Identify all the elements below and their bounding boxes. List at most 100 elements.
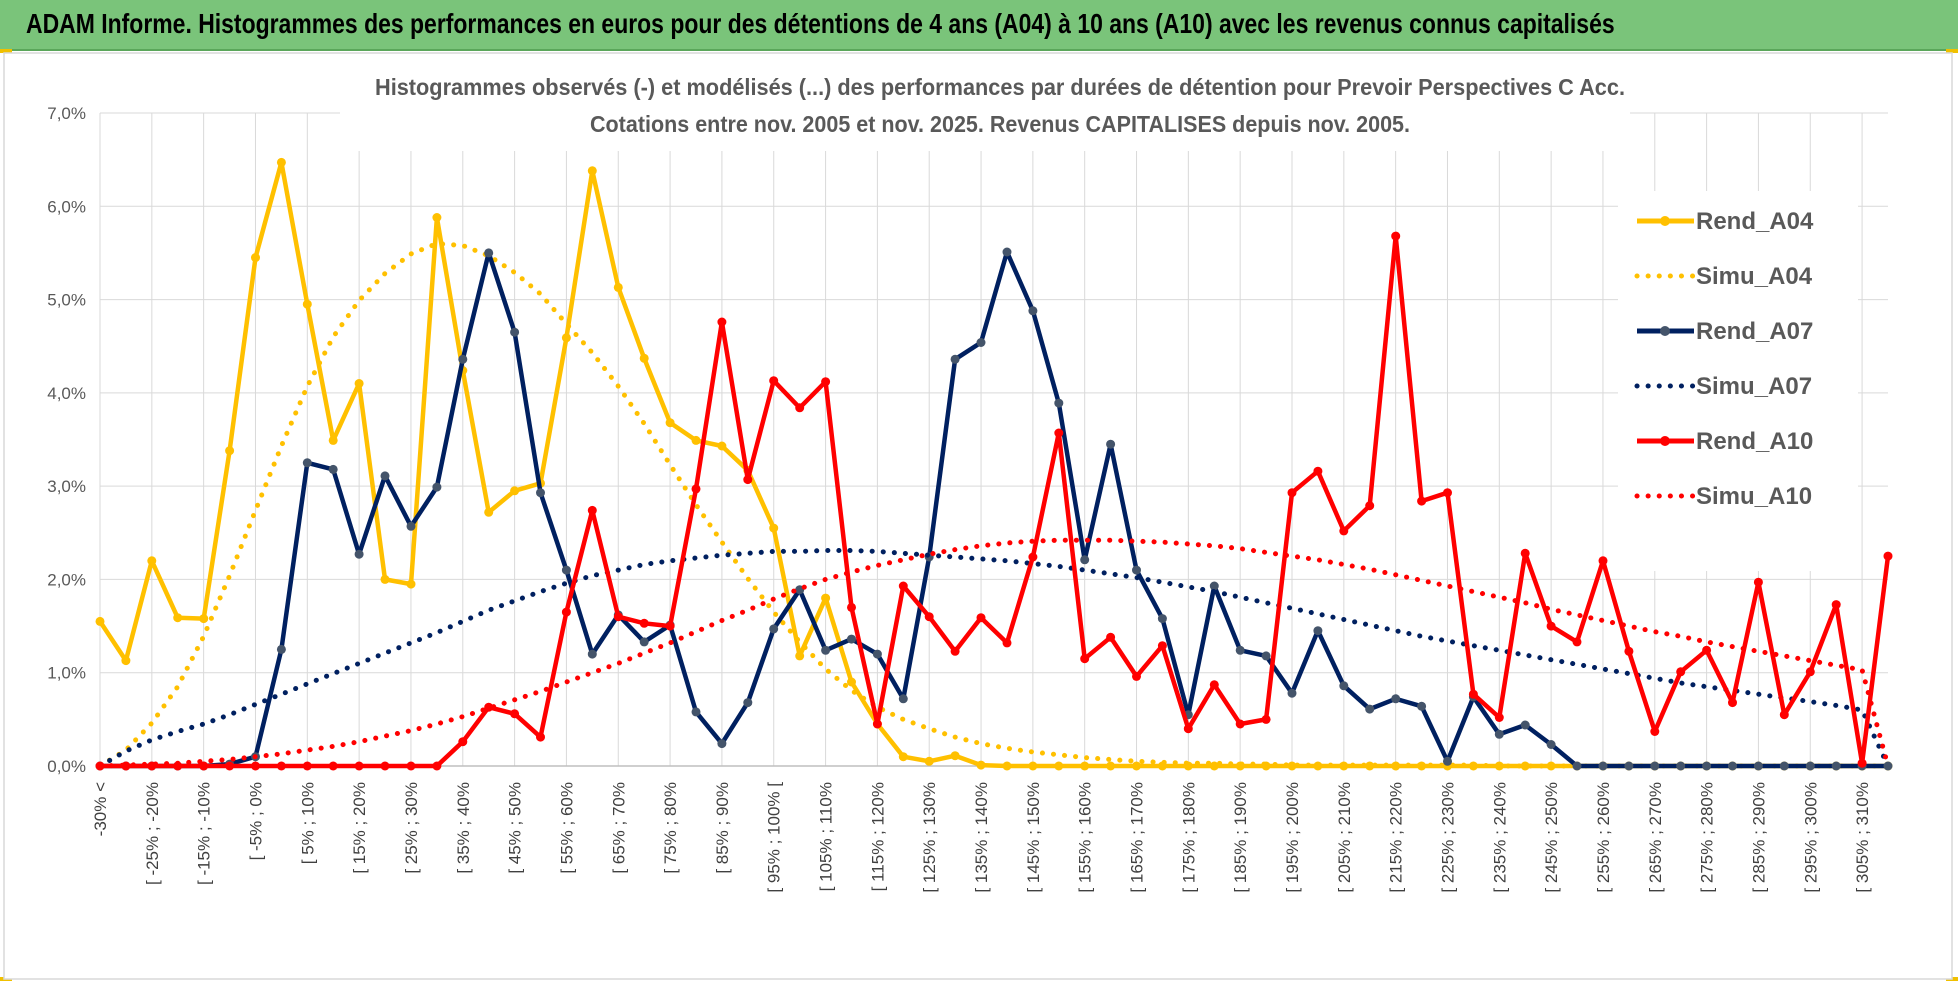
data-point-Rend_A10: [1572, 637, 1582, 647]
y-tick-label: 7,0%: [47, 104, 86, 123]
data-point-Rend_A04: [613, 282, 623, 292]
data-point-Rend_A07: [1650, 761, 1660, 771]
x-tick-label: [ -15% ; -10%: [195, 782, 214, 885]
x-tick-label: [ -5% ; 0%: [246, 782, 265, 860]
data-point-Rend_A10: [769, 376, 779, 386]
data-point-Rend_A04: [898, 752, 908, 762]
x-tick-label: [ 145% ; 150%: [1024, 782, 1043, 893]
x-tick-label: [ 215% ; 220%: [1387, 782, 1406, 893]
legend-marker: [1660, 216, 1670, 226]
data-point-Rend_A07: [1235, 645, 1245, 655]
data-point-Rend_A10: [1520, 548, 1530, 558]
legend-label: Simu_A04: [1696, 263, 1813, 290]
data-point-Rend_A04: [1365, 761, 1375, 771]
x-tick-label: [ 295% ; 300%: [1801, 782, 1820, 893]
data-point-Rend_A10: [380, 761, 390, 771]
data-point-Rend_A07: [1417, 701, 1427, 711]
data-point-Rend_A10: [1235, 719, 1245, 729]
x-tick-label: [ 45% ; 50%: [506, 782, 525, 874]
data-point-Rend_A04: [1106, 761, 1116, 771]
data-point-Rend_A07: [769, 624, 779, 634]
data-point-Rend_A10: [1209, 680, 1219, 690]
data-point-Rend_A10: [924, 612, 934, 622]
data-point-Rend_A10: [1287, 488, 1297, 498]
legend: Rend_A04 Simu_A04 Rend_A07 Simu_A07 Rend_A10…: [1618, 191, 1858, 571]
axis-layer: 0,0% 1,0% 2,0% 3,0% 4,0% 5,0% 6,0% 7,0% -30% < [ …: [47, 104, 1888, 893]
data-point-Rend_A07: [1520, 720, 1530, 730]
legend-entry-Simu_A10: Simu_A10: [1634, 483, 1812, 510]
data-point-Rend_A04: [795, 651, 805, 661]
x-tick-label: [ 235% ; 240%: [1490, 782, 1509, 893]
data-point-Rend_A04: [147, 556, 157, 566]
data-point-Rend_A07: [1728, 761, 1737, 771]
data-point-Rend_A07: [743, 698, 753, 708]
data-point-Rend_A10: [1468, 689, 1478, 699]
x-tick-label: [ 155% ; 160%: [1076, 782, 1095, 893]
x-tick-label: [ 305% ; 310%: [1853, 782, 1872, 893]
data-point-Rend_A10: [1831, 600, 1841, 610]
x-tick-label: [ 105% ; 110%: [817, 782, 836, 891]
series-line-Simu_A07: [97, 548, 1891, 769]
data-point-Rend_A10: [1261, 714, 1271, 724]
data-point-Rend_A07: [1261, 651, 1271, 661]
data-point-Rend_A10: [354, 761, 364, 771]
histogram-chart: 0,0% 1,0% 2,0% 3,0% 4,0% 5,0% 6,0% 7,0% -30% < [ …: [3, 52, 1953, 980]
y-tick-label: 2,0%: [47, 570, 86, 589]
data-point-Rend_A10: [1365, 501, 1375, 511]
data-point-Rend_A10: [251, 761, 260, 771]
legend-marker: [1660, 436, 1670, 446]
y-tick-label: 3,0%: [47, 477, 86, 496]
legend-label: Simu_A07: [1696, 373, 1812, 400]
data-point-Rend_A07: [1028, 306, 1038, 316]
x-tick-label: [ 255% ; 260%: [1594, 782, 1613, 893]
data-point-Rend_A04: [691, 435, 701, 445]
data-point-Rend_A07: [1546, 740, 1556, 749]
data-point-Rend_A10: [1779, 710, 1789, 720]
data-point-Rend_A07: [821, 645, 831, 655]
header-banner: ADAM Informe. Histogrammes des performan…: [0, 0, 1958, 51]
series-line-Rend_A10: [100, 233, 1891, 769]
data-point-Rend_A07: [510, 327, 520, 337]
data-point-Rend_A04: [510, 486, 520, 496]
data-point-Rend_A10: [976, 613, 986, 623]
series-Simu_A10: [97, 537, 1891, 769]
data-point-Rend_A07: [639, 637, 649, 647]
x-tick-label: [ 75% ; 80%: [661, 782, 680, 874]
data-point-Rend_A10: [872, 719, 882, 729]
legend-label: Rend_A10: [1696, 428, 1813, 455]
data-point-Rend_A04: [924, 756, 934, 766]
data-point-Rend_A07: [354, 549, 364, 559]
legend-label: Rend_A07: [1696, 318, 1813, 345]
data-point-Rend_A07: [1676, 761, 1686, 771]
title-background: [340, 61, 1630, 151]
data-point-Rend_A04: [1054, 761, 1064, 771]
data-point-Rend_A07: [898, 694, 908, 704]
data-point-Rend_A07: [1132, 565, 1141, 575]
data-point-Rend_A10: [1183, 724, 1193, 734]
data-point-Rend_A07: [484, 248, 494, 258]
x-tick-label: [ 35% ; 40%: [454, 782, 473, 874]
data-point-Rend_A07: [1313, 626, 1323, 636]
data-point-Rend_A04: [354, 379, 364, 388]
data-point-Rend_A10: [1002, 638, 1012, 648]
series-layer: [95, 157, 1893, 771]
data-point-Rend_A10: [1883, 551, 1893, 561]
data-point-Rend_A04: [847, 677, 856, 687]
data-point-Rend_A10: [743, 475, 753, 485]
data-point-Rend_A07: [458, 354, 468, 364]
data-point-Rend_A07: [1753, 761, 1763, 771]
series-line-Rend_A07: [100, 249, 1888, 769]
x-tick-label: [ 185% ; 190%: [1231, 782, 1250, 893]
data-point-Rend_A04: [1287, 761, 1297, 771]
x-tick-label: [ 205% ; 210%: [1335, 782, 1354, 893]
y-tick-label: 1,0%: [47, 664, 86, 683]
data-point-Rend_A04: [1209, 761, 1219, 771]
x-tick-label: [ 195% ; 200%: [1283, 782, 1302, 893]
series-Simu_A07: [97, 548, 1891, 769]
data-point-Rend_A10: [1391, 231, 1401, 241]
legend-background: [1618, 191, 1858, 571]
data-point-Rend_A10: [639, 618, 649, 628]
series-Rend_A10: [95, 231, 1893, 771]
data-point-Rend_A04: [276, 157, 286, 167]
data-point-Rend_A04: [121, 656, 131, 666]
